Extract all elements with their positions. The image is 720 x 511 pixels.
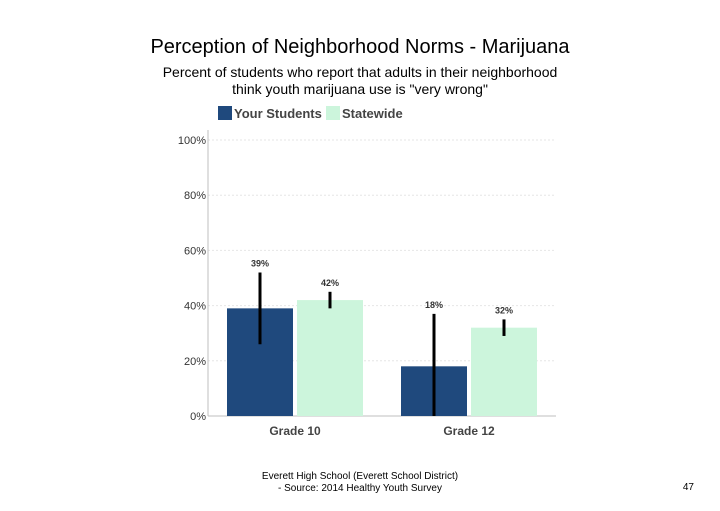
footer: Everett High School (Everett School Dist… — [230, 471, 490, 495]
data-label: 32% — [495, 305, 513, 315]
data-label: 18% — [425, 300, 443, 310]
y-tick-label: 100% — [178, 135, 206, 147]
y-tick-label: 80% — [184, 190, 206, 202]
data-label: 39% — [251, 258, 269, 268]
footer-source-line: - Source: 2014 Healthy Youth Survey — [278, 483, 442, 494]
y-tick-label: 60% — [184, 245, 206, 257]
bar-chart: 0% 20% 40% 60% 80% 100% 39% 42% Grade 10 18% 32% Gr… — [178, 106, 556, 438]
footer-school-line: Everett High School (Everett School Dist… — [261, 471, 459, 482]
y-tick-label: 0% — [190, 411, 206, 423]
chart-title: Perception of Neighborhood Norms - Marij… — [150, 36, 570, 58]
legend-swatch-statewide — [326, 106, 340, 120]
legend-label-your-students: Your Students — [234, 106, 322, 121]
bar-statewide — [297, 300, 363, 416]
data-label: 42% — [321, 278, 339, 288]
x-tick-label: Grade 10 — [269, 424, 321, 438]
subtitle-line-2: think youth marijuana use is "very wrong… — [232, 81, 488, 97]
bar-statewide — [471, 327, 537, 416]
y-tick-label: 40% — [184, 301, 206, 313]
legend-label-statewide: Statewide — [342, 106, 403, 121]
y-tick-label: 20% — [184, 356, 206, 368]
chart-subtitle: Percent of students who report that adul… — [0, 64, 720, 98]
page-number: 47 — [682, 482, 694, 493]
x-tick-label: Grade 12 — [443, 424, 495, 438]
legend-swatch-your-students — [218, 106, 232, 120]
subtitle-line-1: Percent of students who report that adul… — [162, 64, 558, 80]
